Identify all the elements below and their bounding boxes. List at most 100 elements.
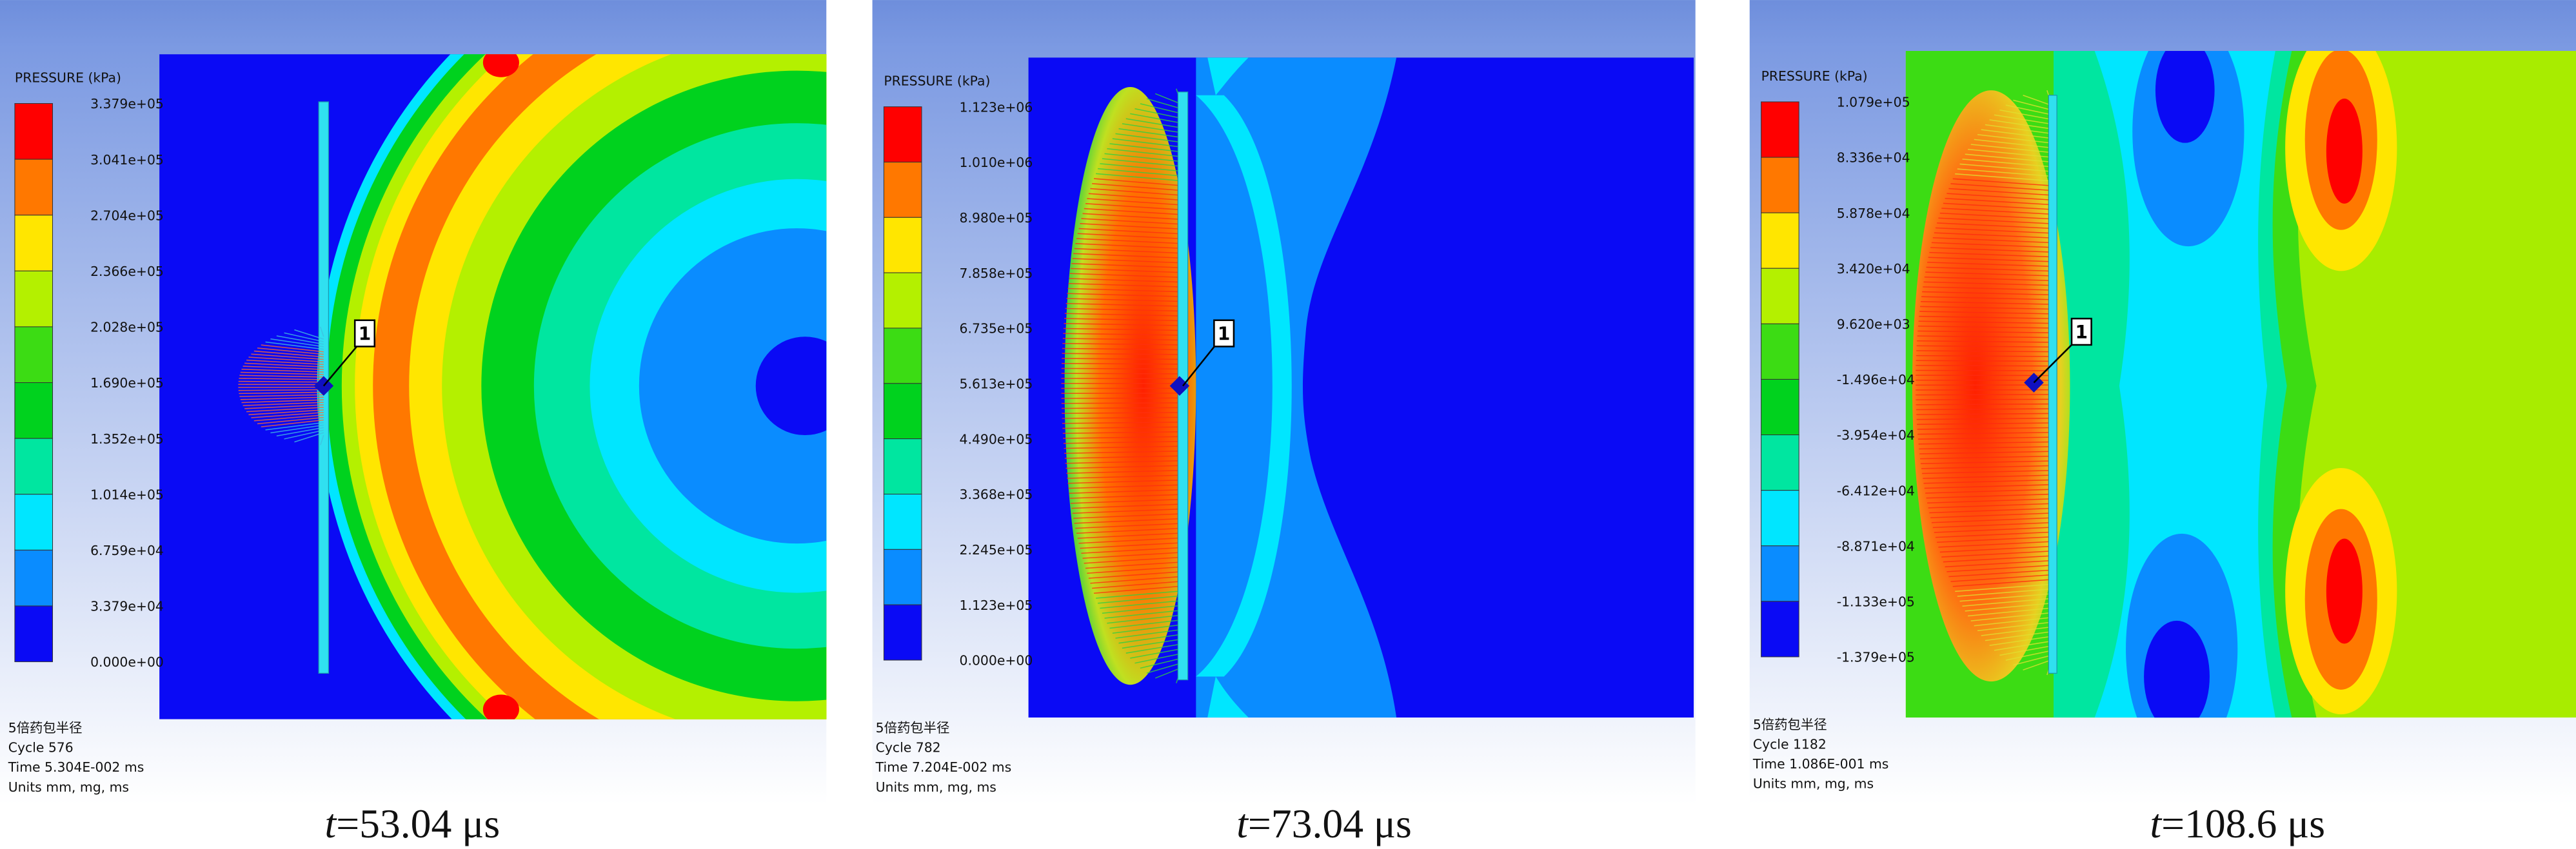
velocity-arrow [1104,610,1180,619]
velocity-arrow [1941,551,2050,558]
velocity-arrow [1943,555,2050,563]
velocity-arrow [243,402,324,406]
velocity-arrow [1962,598,2050,607]
legend-swatch [14,549,54,607]
legend-swatch [883,604,922,661]
velocity-arrow [270,424,324,434]
velocity-arrow [1087,198,1180,206]
velocity-arrow [1917,427,2050,430]
velocity-arrow [1935,531,2050,538]
legend-swatch [14,605,54,663]
velocity-arrow [1068,484,1180,489]
velocity-arrow [1939,545,2050,553]
velocity-arrow [1947,193,2050,200]
velocity-arrow [1943,202,2050,210]
legend-swatch [883,549,922,605]
legend-label: 0.000e+00 [90,654,164,670]
info-line: Units mm, mg, ms [1753,776,1874,792]
velocity-arrow [1916,418,2050,420]
marker-label: 1 [359,323,371,344]
velocity-arrow [1118,634,1180,644]
velocity-arrow [1095,173,1180,182]
annotations: PRESSURE (kPa) 3.379e+05 3.041e+05 2.704e+0… [8,68,2325,846]
velocity-arrow [1974,139,2050,148]
velocity-arrow [284,429,324,440]
velocity-arrow [243,366,324,370]
legend-swatch [1761,101,1799,158]
velocity-arrow [1955,583,2050,592]
caption-variable: t [1236,801,1249,846]
legend-label: 1.352e+05 [90,431,164,447]
legend-swatch [883,438,922,495]
velocity-arrow [1134,653,1180,664]
caption: t=73.04 μs [1236,801,1412,846]
velocity-arrow [1917,422,2050,425]
velocity-arrow [1115,629,1180,639]
velocity-arrow [1118,128,1180,138]
velocity-arrow [239,378,324,380]
velocity-arrow [1959,593,2050,602]
velocity-arrow [1085,203,1180,210]
legend-label: 1.010e+06 [960,155,1033,170]
velocity-arrow [1935,227,2050,234]
velocity-arrow [1069,489,1180,494]
velocity-arrow [1082,213,1180,220]
velocity-arrow [1062,431,1180,434]
velocity-arrow [253,414,324,422]
velocity-arrow [1073,253,1180,259]
velocity-arrow [1974,617,2050,627]
velocity-arrow [1065,460,1180,464]
velocity-arrow [1068,283,1180,288]
velocity-arrow [1065,307,1180,312]
velocity-arrow [265,422,324,431]
info-line: 5倍药包半径 [1753,717,1827,732]
velocity-arrow [1938,217,2050,224]
velocity-arrow [1064,318,1180,322]
velocity-arrow [1067,288,1180,293]
legend-swatch [1761,601,1799,658]
velocity-arrow [319,326,324,337]
legend-swatch [883,493,922,550]
velocity-arrow [1968,148,2050,158]
legend-label: 3.379e+05 [90,96,164,112]
velocity-arrow [1076,238,1180,244]
velocity-arrow [1134,108,1180,119]
velocity-arrow [1072,508,1180,514]
velocity-arrow [1929,251,2050,258]
velocity-arrow [261,419,324,427]
velocity-arrow [1071,503,1180,509]
velocity-arrow [1140,658,1180,669]
velocity-arrow [1941,208,2050,215]
velocity-arrow [239,391,324,395]
legend-label: 1.690e+05 [90,375,164,391]
velocity-arrow [1061,373,1180,375]
velocity-arrow [294,432,324,443]
legend-label: 1.123e+06 [960,99,1033,115]
marker-label: 1 [1218,323,1230,344]
velocity-arrow [1104,153,1180,162]
velocity-arrow [1064,451,1180,454]
velocity-arrow [1919,451,2050,454]
legend-label: -8.871e+04 [1837,538,1915,554]
velocity-arrow [1064,455,1180,459]
velocity-arrow [1921,296,2050,300]
velocity-arrow [1937,222,2050,229]
velocity-arrow [1063,436,1180,439]
velocity-arrow [1064,445,1180,449]
velocity-arrow [248,356,324,363]
velocity-arrow [1072,258,1180,264]
velocity-arrow [1932,237,2050,244]
velocity-arrow [265,341,324,350]
marker-line [322,344,359,387]
velocity-arrow [1090,188,1180,196]
velocity-arrow [1061,402,1180,404]
info-line: Units mm, mg, ms [8,779,129,795]
legend-label: -6.412e+04 [1837,483,1915,498]
velocity-arrow [1931,242,2050,248]
velocity-arrow [1080,542,1180,549]
velocity-arrow [1140,103,1180,114]
legend-label: 5.613e+05 [960,376,1033,391]
info-line: Time 1.086E-001 ms [1752,756,1889,772]
velocity-arrow [1065,465,1180,469]
